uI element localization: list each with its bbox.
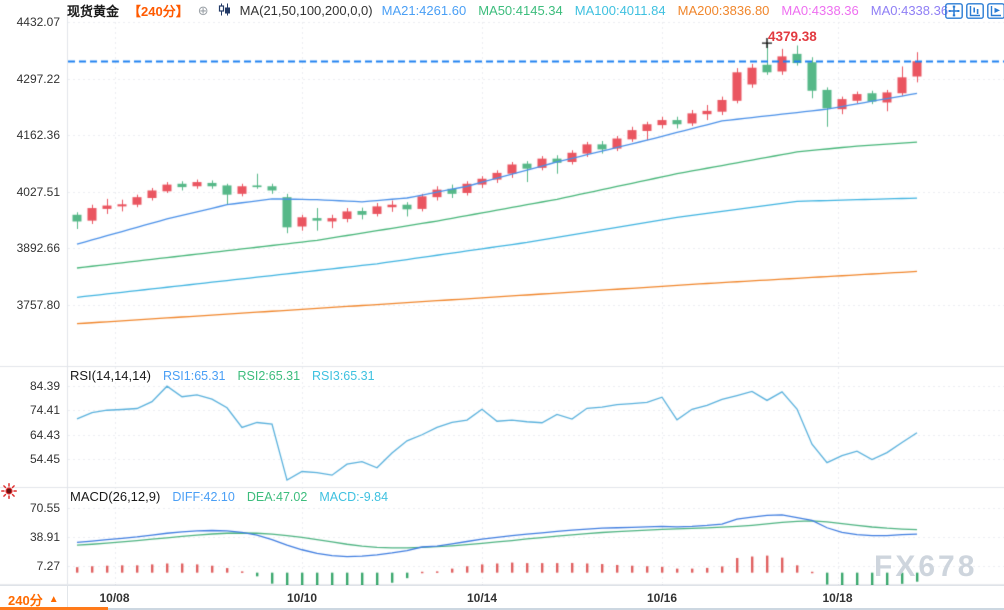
macd-axis-label: 70.55 <box>29 500 60 515</box>
time-axis-bar <box>0 585 1004 610</box>
rsi-header: RSI(14,14,14) RSI1:65.31 RSI2:65.31 RSI3:6… <box>70 368 375 383</box>
rsi-value-label: RSI2:65.31 <box>237 368 301 383</box>
price-scale-icon[interactable] <box>966 3 984 19</box>
ma-value-label: MA0:4338.36 <box>870 3 949 18</box>
ma-value-label: MA21:4261.60 <box>381 3 467 18</box>
rsi-axis-label: 54.45 <box>29 452 60 467</box>
ma-value-label: MA100:4011.84 <box>574 3 666 18</box>
period-tab-240min[interactable]: 240分 ▲ <box>8 590 59 609</box>
price-axis-label: 3757.80 <box>16 297 60 312</box>
tab-separator <box>67 586 68 608</box>
rsi-axis-label: 64.43 <box>29 427 60 442</box>
ma-value-label: MA200:3836.80 <box>677 3 770 18</box>
date-axis-label: 10/08 <box>99 591 130 605</box>
rsi-value-label: RSI1:65.31 <box>162 368 226 383</box>
high-price-label: 4379.38 <box>768 29 817 44</box>
add-indicator-icon[interactable]: ⊕ <box>197 3 209 18</box>
date-axis-label: 10/10 <box>286 591 318 605</box>
watermark: FX678 <box>874 550 978 583</box>
price-axis-label: 4027.51 <box>16 184 60 199</box>
price-axis-label: 4297.22 <box>16 71 60 86</box>
expand-triangle-icon[interactable]: ▲ <box>48 594 59 605</box>
macd-value-label: DIFF:42.10 <box>172 489 235 504</box>
rsi-values-row: RSI1:65.31 RSI2:65.31 RSI3:65.31 <box>163 369 375 383</box>
ma-values-row: MA21:4261.60 MA50:4145.34 MA100:4011.84 MA2… <box>382 3 948 18</box>
macd-title[interactable]: MACD(26,12,9) <box>70 489 161 504</box>
macd-value-label: DEA:47.02 <box>246 489 308 504</box>
active-tab-underline <box>0 607 108 610</box>
ma-value-label: MA0:4338.36 <box>781 3 859 18</box>
rsi-axis-label: 74.41 <box>29 403 60 418</box>
chart-header: 现货黄金 【240分】 ⊕ MA(21,50,100,200,0,0) MA21… <box>67 2 948 19</box>
date-axis-label: 10/14 <box>466 591 498 605</box>
price-axis-label: 4162.36 <box>16 128 60 142</box>
rsi-title[interactable]: RSI(14,14,14) <box>70 368 151 383</box>
bottom-scrollbar-track[interactable] <box>0 608 1004 610</box>
macd-header: MACD(26,12,9) DIFF:42.10 DEA:47.02 MACD:-9… <box>70 489 388 504</box>
crosshair-move-icon[interactable] <box>945 3 963 19</box>
price-axis-label: 4432.07 <box>16 15 60 29</box>
macd-values-row: DIFF:42.10 DEA:47.02 MACD:-9.84 <box>172 490 388 504</box>
date-axis-label: 10/16 <box>646 591 678 605</box>
ma-value-label: MA50:4145.34 <box>478 3 563 18</box>
macd-axis-label: 38.91 <box>29 530 60 544</box>
symbol-name: 现货黄金 <box>67 4 120 19</box>
price-axis-label: 3892.66 <box>16 241 60 255</box>
candle-mini-icon <box>218 3 231 19</box>
ma-settings-label: MA(21,50,100,200,0,0) <box>239 3 373 18</box>
drawing-scale-icon[interactable] <box>987 3 1004 19</box>
macd-value-label: MACD:-9.84 <box>319 489 389 504</box>
macd-axis-label: 7.27 <box>36 559 60 573</box>
alert-burst-icon[interactable] <box>1 483 17 504</box>
chart-toolbar <box>945 3 1004 19</box>
date-axis-label: 10/18 <box>822 591 853 605</box>
rsi-value-label: RSI3:65.31 <box>312 368 375 383</box>
rsi-axis-label: 84.39 <box>29 379 60 393</box>
period-tag[interactable]: 【240分】 <box>128 4 189 19</box>
period-tab-label: 240分 <box>8 593 43 608</box>
